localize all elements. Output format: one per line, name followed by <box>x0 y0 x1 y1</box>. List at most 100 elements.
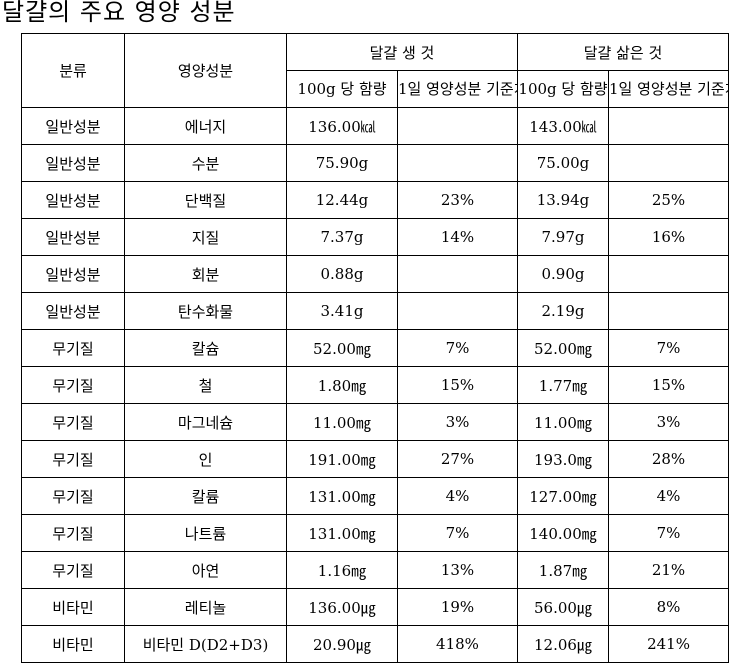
table-row: 무기질 아연 1.16㎎ 13% 1.87㎎ 21% <box>21 551 730 589</box>
nutrition-table: 분류 영양성분 달걀 생 것 달걀 삶은 것 100g 당 함량 1일 영양성분… <box>21 33 730 663</box>
cell-raw-daily: 13% <box>397 551 518 589</box>
cell-category: 무기질 <box>21 440 125 478</box>
cell-raw-daily: 23% <box>397 181 518 219</box>
cell-boiled-amount: 2.19g <box>517 292 609 330</box>
header-boiled-daily: 1일 영양성분 기준치 대비 <box>607 70 730 108</box>
cell-nutrient: 단백질 <box>124 181 287 219</box>
table-row: 비타민 비타민 D(D2+D3) 20.90㎍ 418% 12.06㎍ 241% <box>21 625 730 663</box>
cell-nutrient: 탄수화물 <box>124 292 287 330</box>
table-header-row: 분류 영양성분 달걀 생 것 달걀 삶은 것 <box>21 33 730 108</box>
cell-raw-daily: 418% <box>397 625 518 663</box>
table-row: 무기질 칼슘 52.00㎎ 7% 52.00㎎ 7% <box>21 329 730 367</box>
cell-raw-amount: 191.00㎎ <box>286 440 398 478</box>
cell-raw-amount: 136.00㎍ <box>286 588 398 626</box>
cell-category: 일반성분 <box>21 292 125 330</box>
cell-boiled-daily: 4% <box>607 477 730 515</box>
cell-category: 비타민 <box>21 625 125 663</box>
table-row: 일반성분 수분 75.90g 75.00g <box>21 144 730 182</box>
cell-nutrient: 칼슘 <box>124 329 287 367</box>
cell-category: 일반성분 <box>21 144 125 182</box>
cell-boiled-daily: 15% <box>607 366 730 404</box>
cell-boiled-daily: 21% <box>607 551 730 589</box>
cell-raw-amount: 1.16㎎ <box>286 551 398 589</box>
header-boiled-group: 달걀 삶은 것 <box>516 33 730 71</box>
cell-category: 일반성분 <box>21 107 125 145</box>
cell-boiled-amount: 140.00㎎ <box>517 514 609 552</box>
cell-boiled-daily <box>607 292 730 330</box>
table-row: 무기질 철 1.80㎎ 15% 1.77㎎ 15% <box>21 366 730 404</box>
cell-raw-daily <box>397 255 518 293</box>
cell-boiled-amount: 1.87㎎ <box>517 551 609 589</box>
cell-nutrient: 칼륨 <box>124 477 287 515</box>
cell-raw-amount: 75.90g <box>286 144 398 182</box>
header-boiled-amount: 100g 당 함량 <box>517 70 609 108</box>
cell-boiled-amount: 52.00㎎ <box>517 329 609 367</box>
cell-nutrient: 비타민 D(D2+D3) <box>124 625 287 663</box>
cell-raw-daily: 14% <box>397 218 518 256</box>
cell-raw-amount: 131.00㎎ <box>286 514 398 552</box>
cell-raw-amount: 1.80㎎ <box>286 366 398 404</box>
cell-boiled-amount: 13.94g <box>517 181 609 219</box>
cell-raw-amount: 11.00㎎ <box>286 403 398 441</box>
cell-category: 일반성분 <box>21 218 125 256</box>
cell-boiled-daily: 3% <box>607 403 730 441</box>
cell-category: 무기질 <box>21 403 125 441</box>
cell-nutrient: 레티놀 <box>124 588 287 626</box>
cell-boiled-amount: 127.00㎎ <box>517 477 609 515</box>
cell-raw-amount: 7.37g <box>286 218 398 256</box>
table-row: 일반성분 탄수화물 3.41g 2.19g <box>21 292 730 330</box>
cell-boiled-amount: 193.0㎎ <box>517 440 609 478</box>
cell-boiled-amount: 56.00㎍ <box>517 588 609 626</box>
cell-boiled-daily: 8% <box>607 588 730 626</box>
cell-raw-amount: 12.44g <box>286 181 398 219</box>
cell-boiled-daily: 28% <box>607 440 730 478</box>
cell-raw-daily <box>397 144 518 182</box>
table-row: 일반성분 회분 0.88g 0.90g <box>21 255 730 293</box>
table-subheader-row: 100g 당 함량 1일 영양성분 기준치 대비 100g 당 함량 1일 영양… <box>22 70 730 108</box>
cell-raw-amount: 52.00㎎ <box>286 329 398 367</box>
header-raw-amount: 100g 당 함량 <box>286 70 398 108</box>
cell-boiled-amount: 0.90g <box>517 255 609 293</box>
cell-raw-amount: 136.00㎉ <box>286 107 398 145</box>
table-row: 일반성분 지질 7.37g 14% 7.97g 16% <box>21 218 730 256</box>
cell-raw-daily: 7% <box>397 514 518 552</box>
cell-category: 무기질 <box>21 551 125 589</box>
cell-category: 무기질 <box>21 514 125 552</box>
cell-nutrient: 회분 <box>124 255 287 293</box>
cell-nutrient: 인 <box>124 440 287 478</box>
header-raw-group: 달걀 생 것 <box>286 33 518 71</box>
cell-nutrient: 마그네슘 <box>124 403 287 441</box>
table-row: 무기질 칼륨 131.00㎎ 4% 127.00㎎ 4% <box>21 477 730 515</box>
cell-boiled-daily: 7% <box>607 514 730 552</box>
table-row: 비타민 레티놀 136.00㎍ 19% 56.00㎍ 8% <box>21 588 730 626</box>
cell-raw-daily: 15% <box>397 366 518 404</box>
cell-nutrient: 에너지 <box>124 107 287 145</box>
cell-category: 일반성분 <box>21 181 125 219</box>
header-category: 분류 <box>21 33 125 108</box>
cell-raw-daily <box>397 292 518 330</box>
cell-raw-daily: 27% <box>397 440 518 478</box>
cell-raw-amount: 131.00㎎ <box>286 477 398 515</box>
table-row: 무기질 나트륨 131.00㎎ 7% 140.00㎎ 7% <box>21 514 730 552</box>
table-row: 무기질 인 191.00㎎ 27% 193.0㎎ 28% <box>21 440 730 478</box>
cell-boiled-daily <box>607 255 730 293</box>
cell-boiled-daily: 25% <box>607 181 730 219</box>
cell-boiled-amount: 11.00㎎ <box>517 403 609 441</box>
cell-category: 비타민 <box>21 588 125 626</box>
cell-category: 무기질 <box>21 329 125 367</box>
cell-raw-daily: 7% <box>397 329 518 367</box>
page-title: 달걀의 주요 영양 성분 <box>2 0 236 26</box>
cell-boiled-amount: 12.06㎍ <box>517 625 609 663</box>
cell-nutrient: 지질 <box>124 218 287 256</box>
cell-nutrient: 아연 <box>124 551 287 589</box>
cell-boiled-daily <box>607 144 730 182</box>
table-body: 일반성분 에너지 136.00㎉ 143.00㎉ 일반성분 수분 75.90g 75.00g 일… <box>21 107 730 663</box>
cell-category: 무기질 <box>21 366 125 404</box>
cell-boiled-amount: 1.77㎎ <box>517 366 609 404</box>
cell-boiled-amount: 75.00g <box>517 144 609 182</box>
cell-boiled-daily: 241% <box>607 625 730 663</box>
header-raw-daily: 1일 영양성분 기준치 대비 <box>397 70 518 108</box>
cell-raw-daily: 4% <box>397 477 518 515</box>
cell-boiled-amount: 143.00㎉ <box>517 107 609 145</box>
cell-raw-amount: 0.88g <box>286 255 398 293</box>
